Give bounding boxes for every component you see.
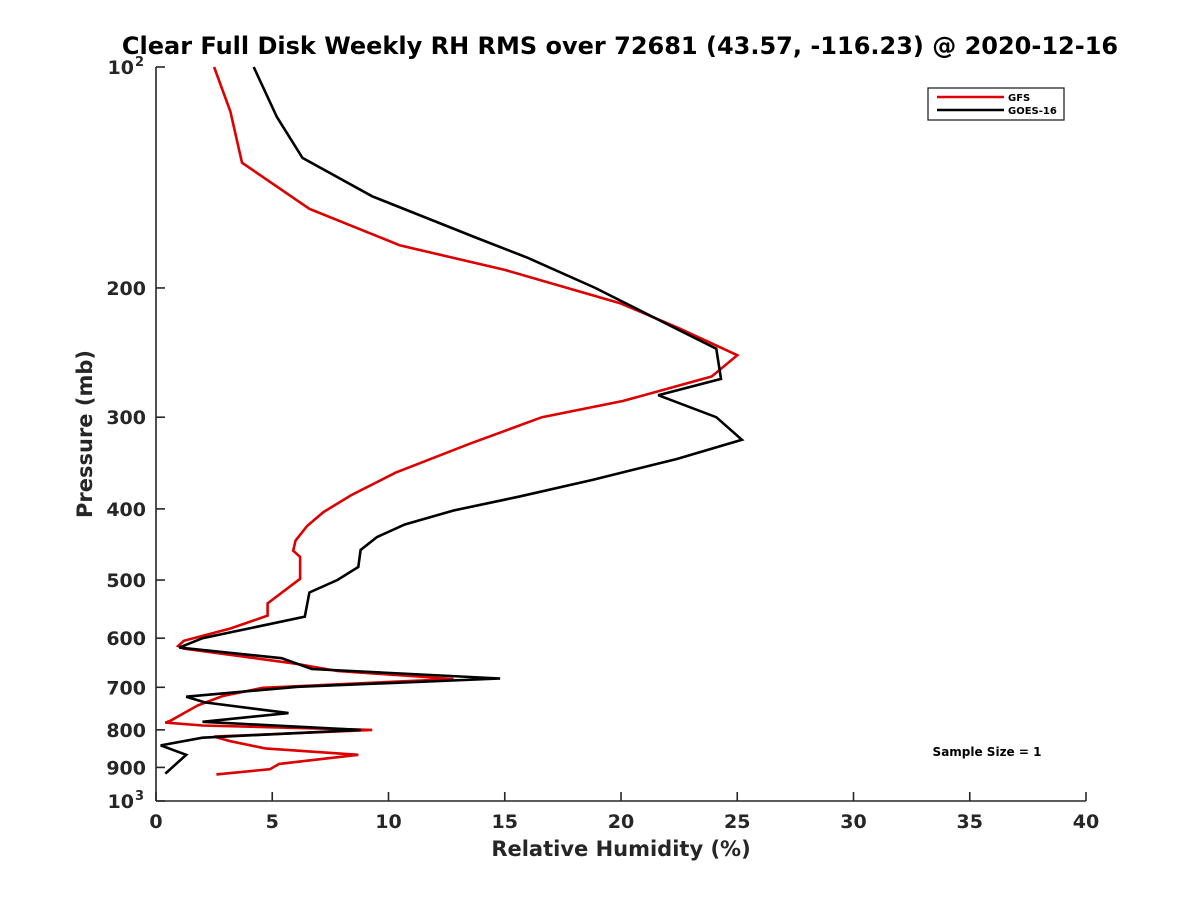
x-tick-label: 10 bbox=[375, 811, 401, 833]
x-tick-label: 5 bbox=[266, 811, 279, 833]
y-tick-label: 400 bbox=[106, 499, 146, 521]
y-tick-label: 800 bbox=[106, 720, 146, 742]
x-axis-ticks: 0 5 10 15 20 25 30 35 40 bbox=[149, 792, 1099, 833]
legend-label-gfs: GFS bbox=[1008, 93, 1030, 104]
legend-box bbox=[927, 87, 1065, 121]
y-tick-label: 500 bbox=[106, 570, 146, 592]
y-tick-label: 200 bbox=[106, 278, 146, 300]
y-tick-label: 900 bbox=[106, 757, 146, 779]
x-tick-label: 15 bbox=[492, 811, 518, 833]
series-line-goes-16 bbox=[160, 66, 745, 775]
x-tick-label: 40 bbox=[1073, 811, 1099, 833]
x-axis-label: Relative Humidity (%) bbox=[491, 837, 750, 861]
y-tick-label: 600 bbox=[106, 628, 146, 650]
series-layer bbox=[160, 66, 745, 776]
x-tick-label: 0 bbox=[149, 811, 162, 833]
chart-title: Clear Full Disk Weekly RH RMS over 72681… bbox=[122, 32, 1118, 60]
sample-size-annotation: Sample Size = 1 bbox=[933, 745, 1042, 759]
y-tick-label: 700 bbox=[106, 677, 146, 699]
y-tick-exponent: 2 bbox=[135, 55, 144, 70]
y-tick-exponent: 3 bbox=[135, 789, 144, 804]
y-tick-label: 10 bbox=[108, 57, 134, 79]
x-tick-label: 25 bbox=[724, 811, 750, 833]
legend: GFS GOES-16 bbox=[927, 87, 1065, 121]
x-tick-label: 30 bbox=[840, 811, 866, 833]
x-tick-label: 35 bbox=[957, 811, 983, 833]
y-tick-label: 300 bbox=[106, 407, 146, 429]
y-axis-label: Pressure (mb) bbox=[73, 350, 97, 518]
legend-label-goes-16: GOES-16 bbox=[1008, 106, 1057, 117]
y-tick-label: 10 bbox=[108, 791, 134, 813]
x-tick-label: 20 bbox=[608, 811, 634, 833]
